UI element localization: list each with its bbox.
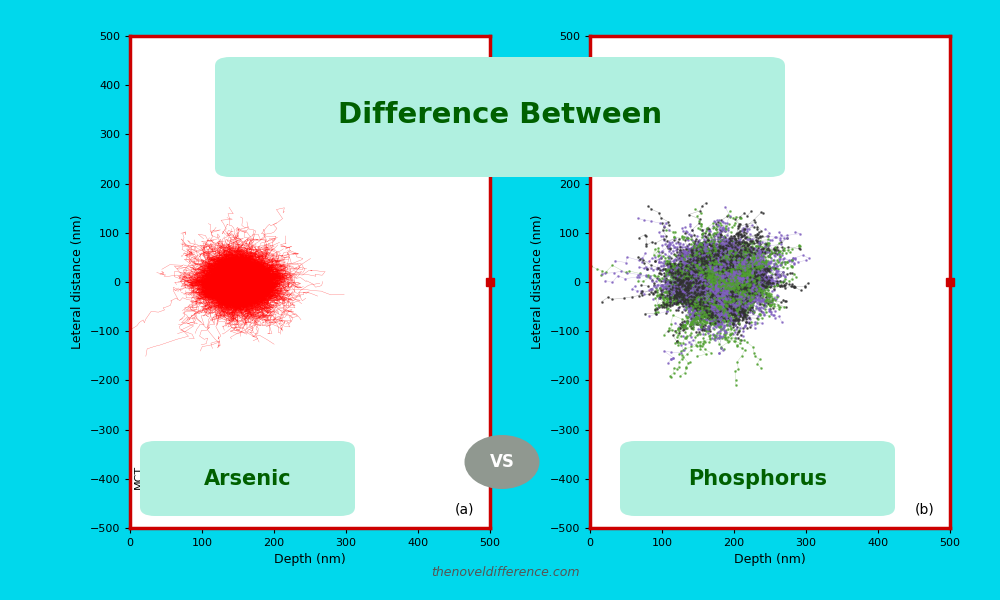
Text: thenoveldifference.com: thenoveldifference.com	[431, 566, 579, 580]
Text: Difference Between: Difference Between	[338, 101, 662, 129]
Text: (b): (b)	[915, 502, 935, 516]
Text: VS: VS	[490, 453, 514, 471]
Y-axis label: Leteral distance (nm): Leteral distance (nm)	[531, 215, 544, 349]
Text: Arsenic: Arsenic	[204, 469, 292, 489]
Text: MCT: MCT	[134, 464, 144, 488]
X-axis label: Depth (nm): Depth (nm)	[274, 553, 346, 566]
X-axis label: Depth (nm): Depth (nm)	[734, 553, 806, 566]
Text: (a): (a)	[455, 502, 475, 516]
Text: Phosphorus: Phosphorus	[688, 469, 828, 489]
Y-axis label: Leteral distance (nm): Leteral distance (nm)	[71, 215, 84, 349]
